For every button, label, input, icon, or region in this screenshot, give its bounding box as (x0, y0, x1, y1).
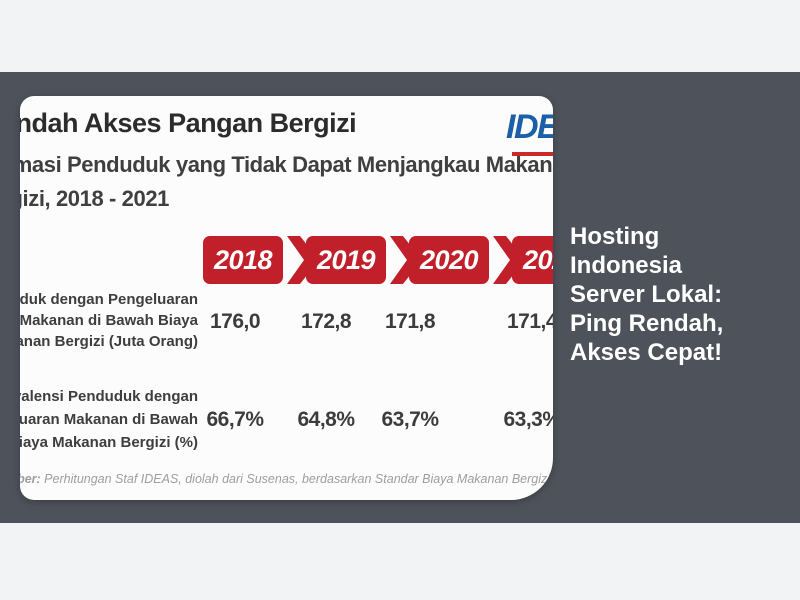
row-label-line: Pengeluaran Makanan di Bawah (20, 411, 198, 428)
source-note-text: Perhitungan Staf IDEAS, diolah dari Suse… (44, 472, 553, 486)
value-2021-juta: 171,4 (506, 310, 553, 333)
value-2018-juta: 176,0 (209, 310, 261, 333)
ideas-logo: IDEAS (506, 108, 553, 147)
value-2018-pct: 66,7% (206, 408, 264, 431)
value-2019-juta: 172,8 (300, 310, 352, 333)
year-arrow-2021: 2021 (512, 236, 553, 284)
row-label-line: Prevalensi Penduduk dengan (20, 388, 198, 405)
source-note-prefix: Sumber: (20, 472, 41, 486)
promo-headline: Hosting Indonesia Server Lokal: Ping Ren… (570, 223, 724, 366)
infographic-card: Rendah Akses Pangan Bergizi Estimasi Pen… (20, 96, 553, 500)
source-note: Sumber: Perhitungan Staf IDEAS, diolah d… (20, 472, 553, 486)
year-arrow-2018: 2018 (203, 236, 283, 284)
row-label-prevalensi: Prevalensi Penduduk dengan Pengeluaran M… (20, 385, 198, 454)
infographic-subtitle-line2: Bergizi, 2018 - 2021 (20, 186, 170, 211)
value-2019-pct: 64,8% (297, 408, 355, 431)
value-2021-pct: 63,3% (503, 408, 553, 431)
infographic-title: Rendah Akses Pangan Bergizi (20, 108, 357, 138)
ideas-logo-tagline (512, 152, 553, 156)
row-label-juta-orang: Penduduk dengan Pengeluaran Makanan di B… (20, 289, 198, 352)
infographic-subtitle-line1: Estimasi Penduduk yang Tidak Dapat Menja… (20, 152, 553, 177)
row-label-line: Penduduk dengan Pengeluaran (20, 291, 198, 308)
row-label-line: Makanan di Bawah Biaya (20, 312, 198, 329)
year-arrow-2019: 2019 (306, 236, 386, 284)
year-arrow-2020: 2020 (409, 236, 489, 284)
value-2020-pct: 63,7% (381, 408, 439, 431)
value-2020-juta: 171,8 (384, 310, 436, 333)
ideas-logo-dark-text: IDE (506, 108, 553, 146)
row-label-line: Biaya Makanan Bergizi (%) (20, 434, 198, 451)
row-label-line: Makanan Bergizi (Juta Orang) (20, 333, 198, 350)
